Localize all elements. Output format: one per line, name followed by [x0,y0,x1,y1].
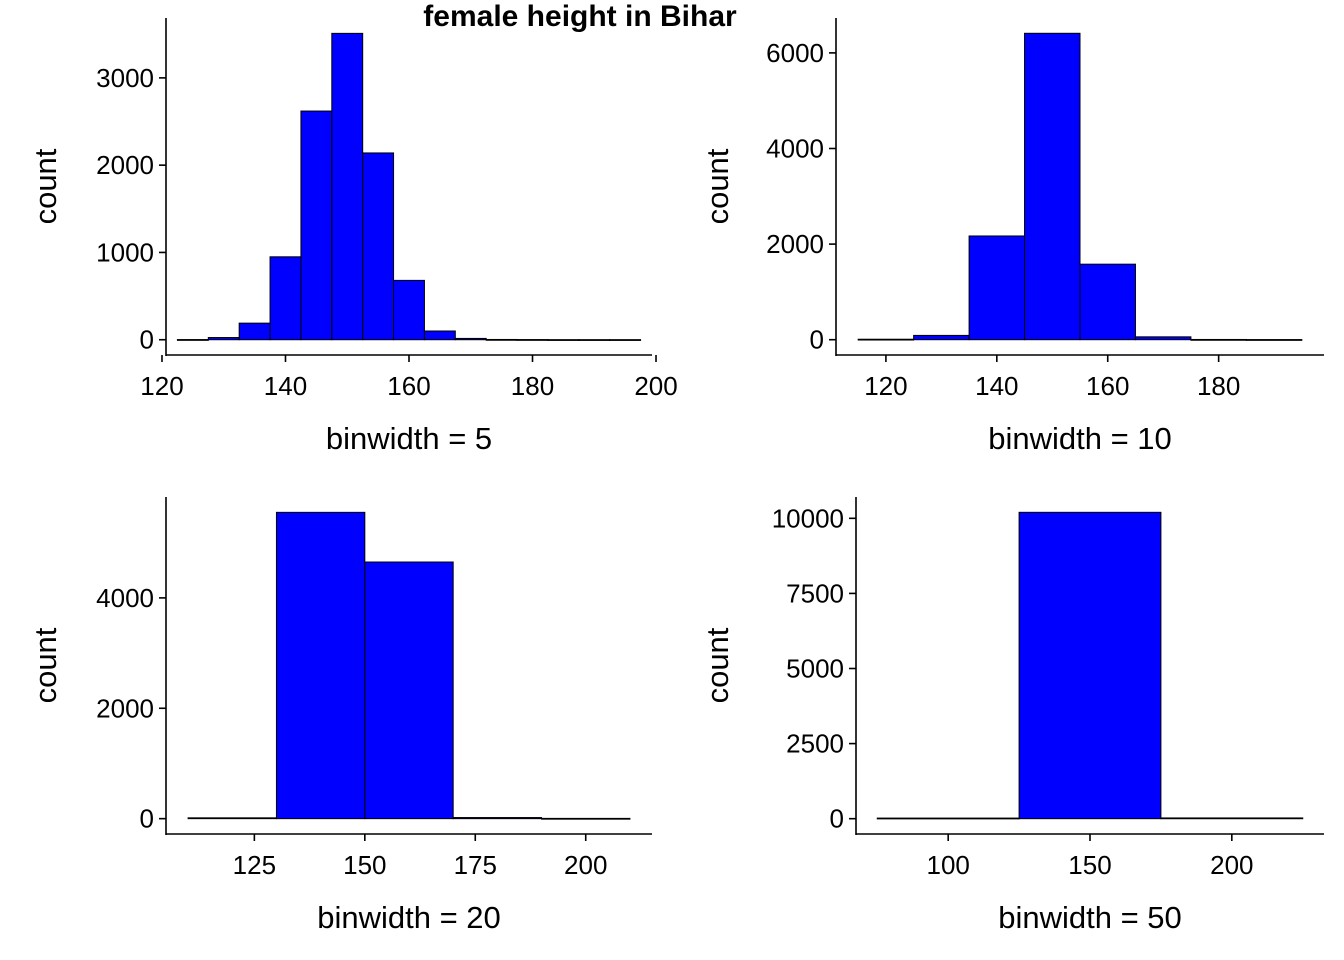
x-tick-label-1: 150 [1068,850,1111,880]
histogram-bar-8 [423,330,456,341]
y-tick-label-4: 10000 [772,503,844,533]
histogram-bar-10 [485,338,518,341]
histogram-bar-0 [876,817,1020,820]
y-tick-label-1: 2000 [96,693,154,723]
histogram-bar-4 [300,110,333,341]
histogram-bar-2 [238,322,271,341]
panel-binwidth-20: 0 2000 4000 125 150 175 200 binwidth = 20 count [28,497,652,935]
x-tick-label-2: 160 [387,371,430,401]
y-tick-label-2: 4000 [96,583,154,613]
histogram-bar-2 [364,561,454,820]
x-tick-label-3: 180 [1197,371,1240,401]
y-tick-label-3: 6000 [766,38,824,68]
y-tick-label-2: 5000 [786,654,844,684]
y-tick-label-0: 0 [830,804,844,834]
histogram-bar-3 [269,256,302,341]
x-tick-label-0: 100 [926,850,969,880]
y-axis-title: count [700,627,735,703]
histogram-bar-4 [1079,263,1136,341]
x-tick-label-1: 140 [975,371,1018,401]
x-tick-label-0: 120 [140,371,183,401]
histogram-bar-0 [187,817,277,820]
histogram-bar-3 [452,817,543,820]
x-tick-label-0: 120 [864,371,907,401]
x-axis-title: binwidth = 50 [998,900,1182,935]
y-tick-label-1: 2500 [786,729,844,759]
histogram-bar-5 [331,32,364,341]
histogram-bar-1 [207,337,240,341]
y-axis-title: count [700,148,735,224]
histogram-bar-2 [968,235,1026,341]
histogram-bar-6 [362,152,395,341]
figure-title: female height in Bihar [423,0,737,33]
y-tick-label-2: 2000 [96,150,154,180]
histogram-bar-7 [393,279,425,341]
x-tick-label-4: 200 [634,371,677,401]
x-axis-title: binwidth = 5 [326,421,492,456]
x-axis-title: binwidth = 10 [988,421,1172,456]
panel-binwidth-50: 0 2500 5000 7500 10000 100 150 200 binwidth = 50… [700,497,1324,935]
histogram-bar-1 [1018,511,1162,820]
histogram-bar-4 [541,817,631,820]
y-axis-title: count [28,627,63,703]
y-tick-label-0: 0 [140,325,154,355]
x-tick-label-0: 125 [233,850,276,880]
x-tick-label-1: 150 [343,850,386,880]
histogram-bar-1 [275,511,366,820]
histogram-bar-7 [1245,339,1303,341]
histogram-bar-0 [857,338,915,341]
histogram-bar-13 [578,339,611,341]
y-tick-label-1: 2000 [766,229,824,259]
histogram-bar-14 [609,339,642,341]
y-tick-label-2: 4000 [766,133,824,163]
x-tick-label-3: 180 [511,371,554,401]
x-tick-label-2: 175 [454,850,497,880]
histogram-bar-3 [1024,32,1081,341]
histogram-bar-1 [913,334,970,341]
histogram-bar-11 [516,339,549,341]
y-tick-label-3: 7500 [786,578,844,608]
panel-binwidth-10: 0 2000 4000 6000 120 140 160 180 binwidth = 10 co… [700,18,1324,456]
y-axis-title: count [28,148,63,224]
x-tick-label-2: 200 [1210,850,1253,880]
y-tick-label-1: 1000 [96,237,154,267]
y-tick-label-3: 3000 [96,63,154,93]
histogram-bar-5 [1134,336,1192,341]
panel-binwidth-5: 0 1000 2000 3000 120 140 160 180 200 binwidth = 5… [28,18,678,456]
histogram-bar-2 [1160,817,1304,820]
histogram-bar-6 [1190,338,1247,341]
histogram-bar-0 [176,339,209,341]
y-tick-label-0: 0 [810,325,824,355]
x-tick-label-3: 200 [564,850,607,880]
x-tick-label-2: 160 [1086,371,1129,401]
x-axis-title: binwidth = 20 [317,900,501,935]
histogram-bar-9 [454,337,487,341]
y-tick-label-0: 0 [140,804,154,834]
histogram-bar-12 [547,339,580,341]
x-tick-label-1: 140 [264,371,307,401]
